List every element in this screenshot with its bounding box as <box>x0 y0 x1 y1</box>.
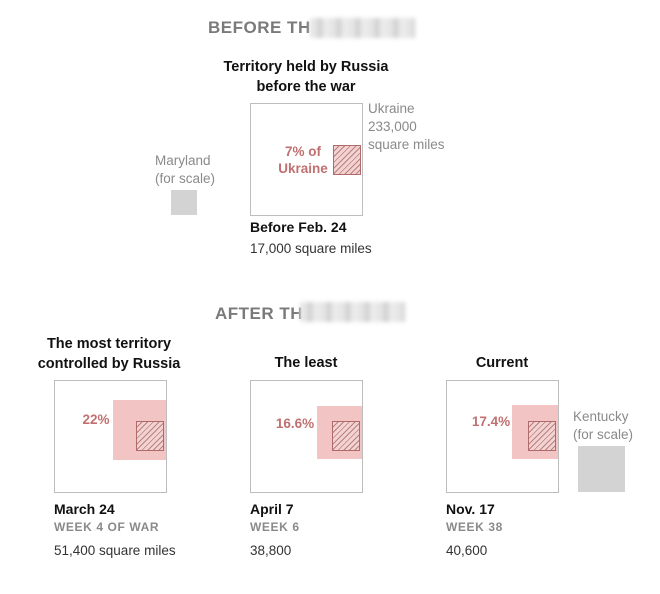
redaction-blur <box>300 302 405 322</box>
maryland-note: (for scale) <box>155 171 216 186</box>
maryland-label: Maryland <box>155 153 211 168</box>
panel-area: 38,800 <box>250 543 292 558</box>
before-section-heading: BEFORE TH <box>208 18 311 37</box>
after-section-heading: AFTER TH <box>215 304 304 323</box>
panel-title: Territory held by Russia before the war <box>223 59 389 95</box>
panel-date: March 24 <box>54 501 115 517</box>
maryland-scale-square <box>171 190 197 215</box>
kentucky-note: (for scale) <box>573 427 634 442</box>
percent-label: 17.4% <box>471 414 511 429</box>
kentucky-scale-square <box>578 446 625 492</box>
ukraine-area-value: 233,000 <box>368 119 417 134</box>
percent-label: 22% <box>82 412 110 427</box>
percent-label: 7% of Ukraine <box>278 144 328 176</box>
ukraine-label: Ukraine <box>368 101 415 116</box>
panel-week: WEEK 38 <box>446 520 503 534</box>
pre-war-territory-square <box>528 421 556 451</box>
panel-area: 17,000 square miles <box>250 241 372 256</box>
panel-date: Nov. 17 <box>446 501 495 517</box>
redaction-blur <box>310 18 415 38</box>
panel-date: Before Feb. 24 <box>250 219 347 235</box>
pre-war-territory-square <box>136 421 164 451</box>
kentucky-label: Kentucky <box>573 409 629 424</box>
ukraine-area-unit: square miles <box>368 137 445 152</box>
percent-label: 16.6% <box>275 416 315 431</box>
panel-area: 51,400 square miles <box>54 543 176 558</box>
panel-title: The most territory controlled by Russia <box>37 336 181 372</box>
panel-title: Current <box>475 355 529 371</box>
panel-area: 40,600 <box>446 543 488 558</box>
panel-title: The least <box>274 355 338 371</box>
pre-war-territory-square <box>333 145 361 175</box>
pre-war-territory-square <box>332 421 360 451</box>
panel-date: April 7 <box>250 501 294 517</box>
panel-week: WEEK 6 <box>250 520 300 534</box>
panel-week: WEEK 4 OF WAR <box>54 520 160 534</box>
